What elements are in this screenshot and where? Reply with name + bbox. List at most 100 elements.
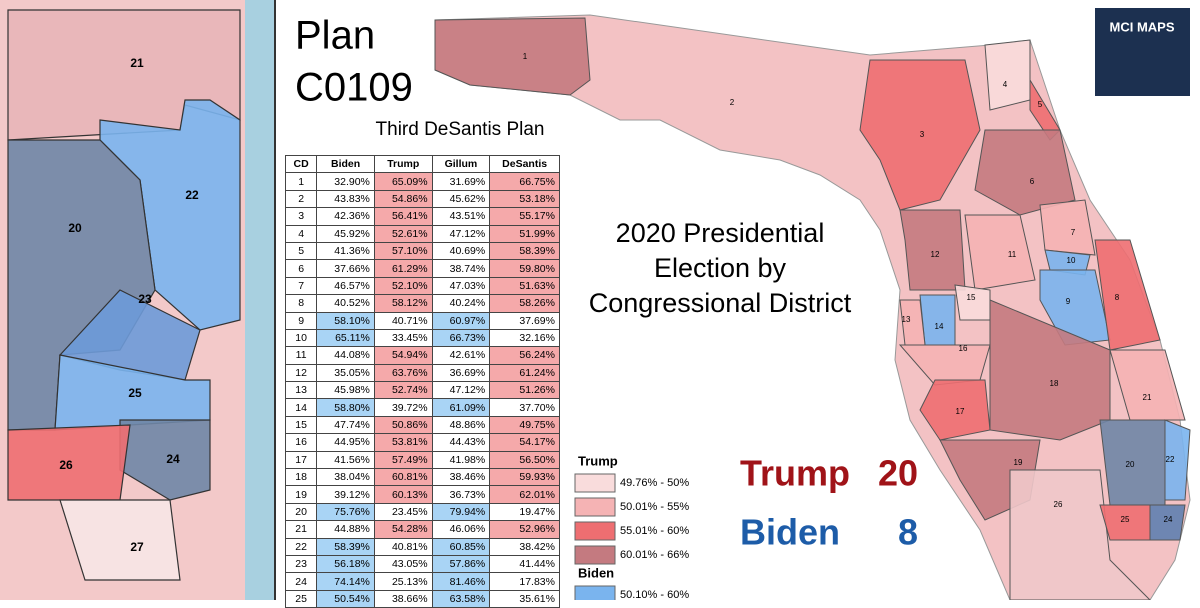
table-cell: 43.51% (431, 207, 491, 226)
district-label: 27 (130, 540, 144, 554)
legend-swatch (574, 521, 616, 541)
table-cell: 14 (284, 398, 318, 417)
table-cell: 22 (284, 537, 318, 556)
district-label: 10 (1067, 256, 1076, 265)
district-label: 26 (1054, 500, 1063, 509)
table-row: 25 50.54% 38.66% 63.58% 35.61% (284, 589, 560, 608)
heading: Election by (654, 253, 787, 283)
district-label: 16 (959, 344, 968, 353)
header-cell: CD (284, 154, 318, 174)
party-seats: 20 (878, 453, 918, 494)
district (859, 59, 981, 211)
table-cell: 23 (284, 554, 318, 574)
table-cell: 54.94% (373, 346, 433, 365)
table-row: 24 74.14% 25.13% 81.46% 17.83% (284, 572, 560, 591)
district-label: 24 (166, 452, 180, 466)
table-cell: 36.69% (431, 363, 491, 383)
table-cell: 58.10% (316, 311, 375, 330)
party-name: Biden (740, 512, 840, 553)
table-cell: 23.45% (373, 502, 433, 522)
table-cell: 38.66% (373, 589, 433, 608)
table-row: 10 65.11% 33.45% 66.73% 32.16% (284, 328, 560, 348)
table-cell: 61.29% (373, 259, 433, 278)
table-cell: 2 (284, 189, 318, 209)
table-cell: 58.26% (489, 294, 560, 313)
table-row: 9 58.10% 40.71% 60.97% 37.69% (284, 311, 560, 330)
header-cell: DeSantis (489, 154, 560, 174)
table-cell: 47.12% (431, 224, 491, 243)
table-cell: 61.09% (431, 398, 491, 417)
table-cell: 43.83% (316, 189, 375, 209)
table-cell: 38.04% (316, 468, 375, 487)
table-cell: 62.01% (489, 485, 560, 504)
district (919, 294, 956, 346)
table-cell: 51.26% (489, 381, 560, 400)
legend-title: Trump (578, 453, 618, 468)
table-cell: 35.61% (489, 589, 560, 608)
table-row: 23 56.18% 43.05% 57.86% 41.44% (284, 554, 560, 574)
table-cell: 60.81% (373, 468, 433, 487)
table-cell: 65.09% (373, 172, 433, 191)
district (1109, 349, 1186, 421)
table-cell: 66.73% (431, 328, 491, 348)
district-label: 11 (1008, 250, 1017, 259)
table-cell: 53.18% (489, 189, 560, 209)
table-cell: 43.05% (373, 554, 433, 574)
table-cell: 3 (284, 207, 318, 226)
table-cell: 42.36% (316, 207, 375, 226)
table-cell: 44.43% (431, 433, 491, 452)
table-cell: 38.74% (431, 259, 491, 278)
table-cell: 41.44% (489, 554, 560, 574)
district-label: 2 (730, 98, 735, 107)
table-row: 16 44.95% 53.81% 44.43% 54.17% (284, 433, 560, 452)
district-label: 22 (185, 188, 199, 202)
table-cell: 56.50% (489, 450, 560, 470)
table-cell: 58.39% (489, 241, 560, 261)
table-cell: 21 (284, 520, 318, 539)
district (1164, 419, 1191, 501)
subtitle: Third DeSantis Plan (376, 119, 545, 140)
table-cell: 18 (284, 468, 318, 487)
table-cell: 58.80% (316, 398, 375, 417)
district-label: 20 (68, 221, 82, 235)
table-cell: 49.75% (489, 415, 560, 435)
header-cell: Gillum (431, 154, 491, 174)
table-cell: 46.06% (431, 520, 491, 539)
table-cell: 36.73% (431, 485, 491, 504)
table-cell: 47.03% (431, 276, 491, 296)
table-row: 19 39.12% 60.13% 36.73% 62.01% (284, 485, 560, 504)
table-row: 17 41.56% 57.49% 41.98% 56.50% (284, 450, 560, 470)
district-label: 8 (1115, 293, 1120, 302)
table-cell: 45.92% (316, 224, 375, 243)
heading: 2020 Presidential (616, 218, 825, 248)
district (1039, 199, 1096, 256)
table-cell: 25.13% (373, 572, 433, 591)
table-cell: 50.54% (316, 589, 375, 608)
district-label: 17 (956, 407, 965, 416)
table-row: 1 32.90% 65.09% 31.69% 66.75% (284, 172, 560, 191)
table-cell: 37.69% (489, 311, 560, 330)
plan-title: C0109 (295, 66, 413, 110)
table-cell: 57.49% (373, 450, 433, 470)
legend-label: 55.01% - 60% (620, 525, 689, 537)
district-label: 26 (59, 458, 73, 472)
table-cell: 63.58% (431, 589, 491, 608)
table-cell: 45.98% (316, 381, 375, 400)
header-cell: Biden (316, 154, 375, 174)
table-cell: 35.05% (316, 363, 375, 383)
table-cell: 42.61% (431, 346, 491, 365)
table-cell: 60.97% (431, 311, 491, 330)
district (1009, 469, 1151, 600)
table-cell: 52.96% (489, 520, 560, 539)
table-cell: 47.74% (316, 415, 375, 435)
table-cell: 54.86% (373, 189, 433, 209)
table-row: 13 45.98% 52.74% 47.12% 51.26% (284, 381, 560, 400)
district-label: 14 (935, 322, 944, 331)
table-row: 21 44.88% 54.28% 46.06% 52.96% (284, 520, 560, 539)
table-cell: 56.18% (316, 554, 375, 574)
results-table: CD Biden Trump Gillum DeSantis 1 32.90% 65.09% 3… (284, 154, 560, 608)
legend-label: 60.01% - 66% (620, 549, 689, 561)
plan-title: Plan (295, 14, 375, 58)
table-cell: 60.13% (373, 485, 433, 504)
